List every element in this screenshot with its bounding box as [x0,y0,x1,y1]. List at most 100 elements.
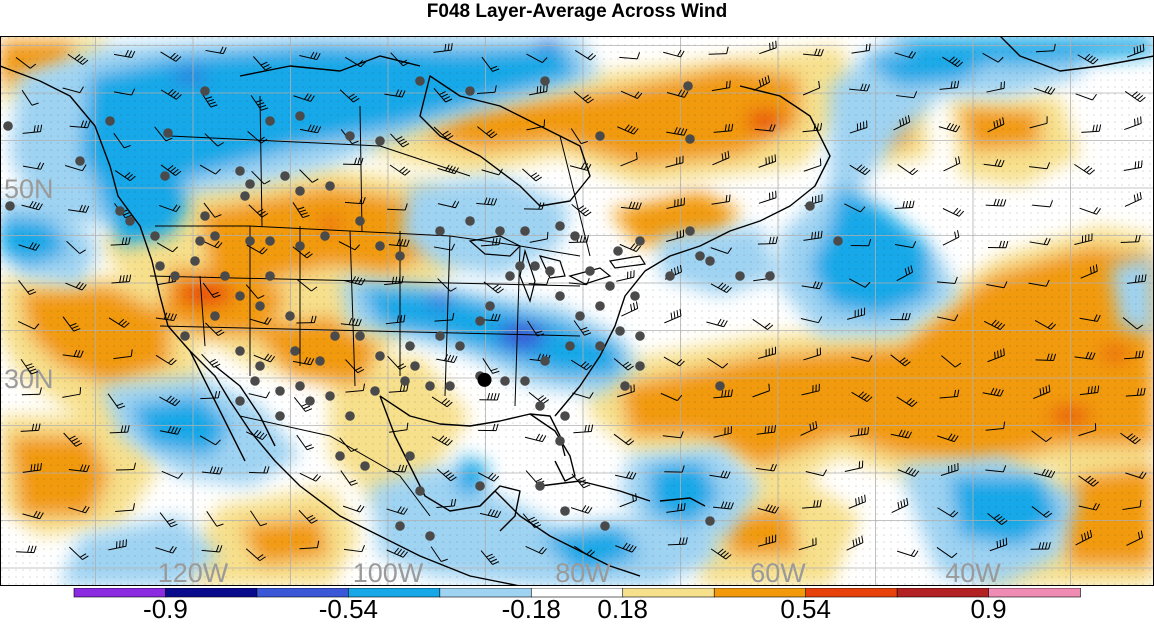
station-dot [320,231,330,241]
station-dot [280,171,290,181]
station-dot [345,411,355,421]
station-dot [325,391,335,401]
station-dot [245,236,255,246]
station-dot [3,121,13,131]
station-dot [245,179,255,189]
station-dot [505,271,515,281]
colorbar-tick-label: 0.9 [970,596,1006,622]
station-dot [630,291,640,301]
station-dot [355,216,365,226]
station-dot [375,241,385,251]
station-dot [545,266,555,276]
station-dot [500,376,510,386]
stippling-overlay [0,36,1154,586]
station-dot [415,486,425,496]
station-dot [765,271,775,281]
station-dot [575,311,585,321]
station-dot [255,301,265,311]
station-dot [190,256,200,266]
station-dot [125,216,135,226]
station-dot [265,236,275,246]
map-title: F048 Layer-Average Across Wind [0,0,1154,24]
station-dot [163,128,173,138]
station-dot [600,521,610,531]
station-dot [683,81,693,91]
longitude-label: 60W [750,558,806,586]
station-dot [355,331,365,341]
station-dot [360,461,370,471]
colorbar-tick-label: -0.54 [319,596,378,622]
station-dot [295,241,305,251]
longitude-label: 100W [353,558,424,586]
station-dot [495,226,505,236]
station-dot [560,411,570,421]
station-dot [220,271,230,281]
station-dot [475,316,485,326]
station-dot [305,396,315,406]
station-dot [560,506,570,516]
station-dot [160,171,170,181]
colorbar-tick-label: -0.18 [502,596,561,622]
station-dot [155,261,165,271]
station-dot [370,386,380,396]
station-dot [75,156,85,166]
station-dot [400,376,410,386]
station-dot [235,396,245,406]
station-dot [665,271,675,281]
station-dot [425,381,435,391]
station-dot [465,216,475,226]
station-dot [635,361,645,371]
station-dot [255,361,265,371]
station-dot [290,346,300,356]
station-dot [535,481,545,491]
station-dot [705,516,715,526]
station-dot [515,261,525,271]
highlighted-station-marker [478,373,492,387]
station-dot [613,246,623,256]
station-dot [395,251,405,261]
station-dot [535,401,545,411]
station-dot [235,346,245,356]
station-dot [635,331,645,341]
station-dot [295,186,305,196]
station-dot [295,111,305,121]
station-dot [455,341,465,351]
station-dot [275,386,285,396]
station-dot [330,331,340,341]
colorbar-tick-label: 0.18 [597,596,648,622]
station-dot [235,291,245,301]
station-dot [150,231,160,241]
station-dot [530,261,540,271]
colorbar-tick-label: -0.9 [143,596,188,622]
longitude-label: 40W [945,558,1001,586]
station-dot [485,301,495,311]
station-dot [325,181,335,191]
station-dot [415,76,425,86]
station-dot [315,356,325,366]
station-dot [265,116,275,126]
station-dot [585,266,595,276]
station-dot [695,251,705,261]
station-dot [595,301,605,311]
colorbar-tick-label: 0.54 [780,596,831,622]
station-dot [195,236,205,246]
station-dot [833,236,843,246]
station-dot [615,326,625,336]
station-dot [520,226,530,236]
station-dot [735,271,745,281]
station-dot [555,291,565,301]
station-dot [405,341,415,351]
station-dot [105,116,115,126]
station-dot [375,351,385,361]
longitude-label: 120W [158,558,229,586]
station-dot [170,271,180,281]
station-dot [210,231,220,241]
station-dot [435,226,445,236]
station-dot [285,311,295,321]
station-dot [180,331,190,341]
station-dot [200,86,210,96]
station-dot [445,381,455,391]
station-dot [570,231,580,241]
station-dot [275,411,285,421]
